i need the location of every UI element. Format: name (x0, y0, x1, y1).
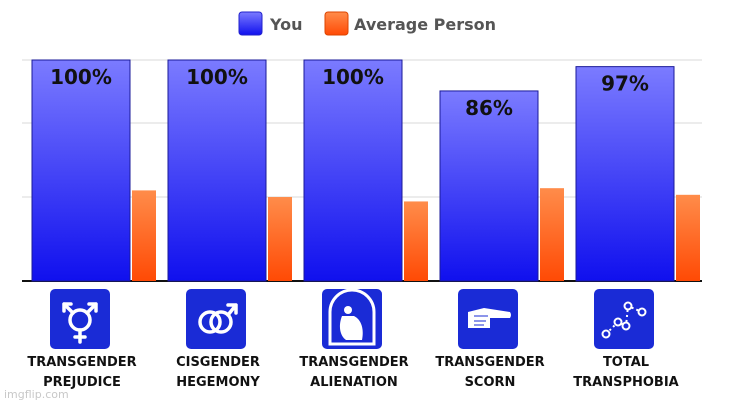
category-label-4-0: TOTAL (603, 355, 649, 370)
transgender-symbol-icon (50, 289, 110, 349)
bar-you-3 (439, 90, 539, 282)
category-label-3-1: SCORN (465, 375, 516, 390)
icon-part (209, 310, 233, 334)
icon-part (339, 316, 363, 340)
icon-part (468, 308, 511, 328)
bar-you-2 (303, 59, 403, 282)
data-label-you-0: 100% (50, 65, 112, 89)
category-label-1-1: HEGEMONY (176, 375, 260, 390)
dot-plot-icon (594, 289, 654, 349)
bar-average-4 (676, 194, 700, 281)
icon-part (601, 329, 611, 339)
bar-average-2 (404, 201, 428, 281)
icon-part (623, 301, 633, 311)
bar-average-1 (268, 197, 292, 281)
hugging-knees-figure-icon (322, 288, 382, 349)
icon-background (186, 289, 246, 349)
legend-swatch-you (238, 11, 263, 36)
icon-part (637, 307, 647, 317)
icon-part (474, 315, 488, 326)
category-label-0-0: TRANSGENDER (27, 355, 136, 370)
icon-background (594, 289, 654, 349)
legend: You Average Person (238, 11, 496, 36)
bar-you-4 (575, 66, 675, 282)
bar-you-0 (31, 59, 131, 282)
icon-part (198, 310, 222, 334)
watermark: imgflip.com (4, 388, 69, 401)
category-label-3-0: TRANSGENDER (435, 355, 544, 370)
legend-label-you: You (269, 15, 303, 34)
icon-part (226, 303, 238, 317)
category-label-1-0: CISGENDER (176, 355, 260, 370)
category-label-2-1: ALIENATION (310, 375, 398, 390)
icon-part (344, 306, 352, 314)
icon-part (621, 321, 631, 331)
category-label-0-1: PREJUDICE (43, 375, 121, 390)
bar-you-1 (167, 59, 267, 282)
data-label-you-4: 97% (601, 72, 649, 96)
icon-part (613, 317, 623, 327)
icon-part (328, 288, 376, 346)
pointing-hand-icon (458, 289, 518, 349)
data-label-you-1: 100% (186, 65, 248, 89)
legend-swatch-average (324, 11, 349, 36)
category-label-2-0: TRANSGENDER (299, 355, 408, 370)
bar-average-0 (132, 190, 156, 281)
legend-label-average: Average Person (354, 15, 496, 34)
bars: 100% 100% 100% 86% 97% (31, 59, 700, 282)
category-labels: TRANSGENDER PREJUDICE CISGENDER HEGEMONY TRA… (27, 288, 679, 390)
data-label-you-2: 100% (322, 65, 384, 89)
icon-part (62, 302, 98, 344)
category-label-4-1: TRANSPHOBIA (573, 375, 678, 390)
interlocked-male-symbols-icon (186, 289, 246, 349)
data-label-you-3: 86% (465, 96, 513, 120)
bar-average-3 (540, 188, 564, 281)
